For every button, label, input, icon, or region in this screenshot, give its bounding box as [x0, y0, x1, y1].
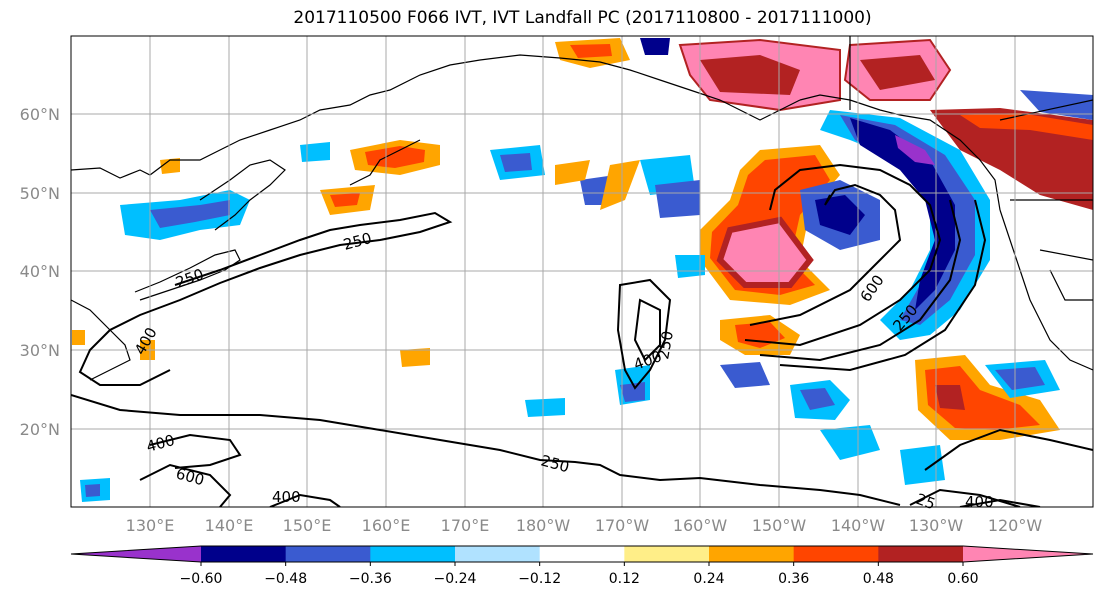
colorbar-tick-label: 0.60: [947, 571, 978, 587]
colorbar-tick-label: 0.48: [863, 571, 894, 587]
latitude-labels: 60°N 50°N 40°N 30°N 20°N: [20, 105, 60, 439]
colorbar: −0.60 −0.48 −0.36 −0.24 −0.12 0.12 0.24 0.36 0.4…: [70, 545, 1094, 587]
lat-label: 60°N: [20, 105, 60, 124]
lat-label: 20°N: [20, 420, 60, 439]
lat-label: 30°N: [20, 341, 60, 360]
ivt-contours: [71, 163, 1093, 507]
lon-label: 150°W: [752, 516, 807, 535]
colorbar-tick-label: 0.36: [778, 571, 809, 587]
lon-label: 140°W: [831, 516, 886, 535]
graticule: [71, 36, 1093, 507]
lon-label: 140°E: [205, 516, 254, 535]
colorbar-bin: [624, 546, 710, 562]
contour-label: 400: [272, 488, 301, 506]
colorbar-tick-label: −0.12: [518, 571, 561, 587]
colorbar-tick-label: −0.36: [349, 571, 392, 587]
colorbar-bin: [370, 546, 456, 562]
lon-label: 120°W: [988, 516, 1043, 535]
colorbar-bin: [793, 546, 879, 562]
lat-label: 50°N: [20, 184, 60, 203]
colorbar-tick-label: −0.60: [180, 571, 223, 587]
contour-label: 400: [965, 493, 994, 511]
colorbar-extend-high: [963, 546, 1093, 562]
lon-label: 180°W: [516, 516, 571, 535]
colorbar-bin: [455, 546, 541, 562]
lon-label: 160°E: [362, 516, 411, 535]
colorbar-tick-label: 0.24: [693, 571, 724, 587]
colorbar-tick-label: 0.12: [609, 571, 640, 587]
lon-label: 130°W: [909, 516, 964, 535]
colorbar-tick-label: −0.48: [264, 571, 307, 587]
lon-label: 170°E: [441, 516, 490, 535]
colorbar-bin: [709, 546, 795, 562]
colorbar-bin: [539, 546, 625, 562]
colorbar-bin: [201, 546, 287, 562]
map-title: 2017110500 F066 IVT, IVT Landfall PC (20…: [293, 8, 872, 28]
colorbar-bin: [878, 546, 964, 562]
lon-label: 130°E: [126, 516, 175, 535]
lon-label: 170°W: [595, 516, 650, 535]
longitude-labels: 130°E 140°E 150°E 160°E 170°E 180°W 170°…: [126, 516, 1043, 535]
ivt-anomaly-fills: [72, 38, 1093, 502]
lat-label: 40°N: [20, 262, 60, 281]
lon-label: 150°E: [283, 516, 332, 535]
colorbar-tick-label: −0.24: [434, 571, 477, 587]
lon-label: 160°W: [673, 516, 728, 535]
colorbar-extend-low: [71, 546, 201, 562]
plot-frame: [70, 35, 1094, 508]
contour-label: 250: [654, 329, 677, 360]
colorbar-bin: [285, 546, 371, 562]
